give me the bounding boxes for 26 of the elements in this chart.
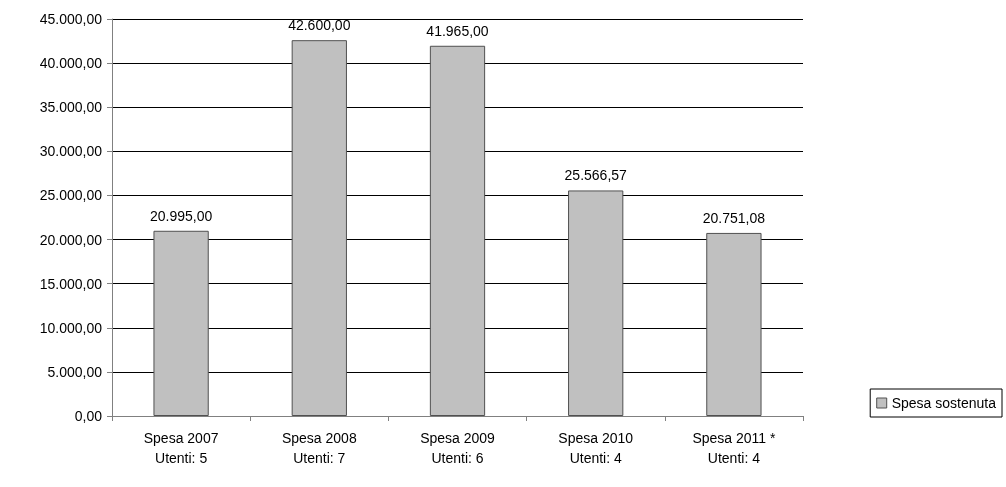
y-tick-label: 5.000,00	[47, 363, 103, 380]
y-tick-label: 10.000,00	[39, 319, 103, 336]
bar	[568, 190, 624, 416]
x-tick-label: Spesa 2011 * Utenti: 4	[692, 430, 776, 466]
x-tick-label: Spesa 2008 Utenti: 7	[281, 430, 357, 466]
data-label: 20.751,08	[702, 209, 766, 226]
bar	[706, 232, 762, 416]
y-tick-label: 25.000,00	[39, 187, 103, 204]
legend-label: Spesa sostenuta	[891, 395, 997, 411]
bar	[429, 45, 486, 416]
data-label: 25.566,57	[564, 167, 628, 184]
data-label: 20.995,00	[149, 207, 213, 224]
bar	[153, 230, 209, 416]
data-label: 42.600,00	[288, 17, 351, 34]
y-tick-label: 15.000,00	[39, 275, 103, 292]
x-tick-label: Spesa 2007 Utenti: 5	[143, 430, 219, 466]
data-label: 41.965,00	[426, 22, 489, 39]
x-tick-label: Spesa 2009 Utenti: 6	[420, 430, 496, 466]
y-tick-label: 30.000,00	[39, 143, 103, 160]
y-tick-label: 0,00	[74, 408, 103, 424]
y-tick-label: 45.000,00	[39, 11, 103, 27]
bar	[291, 40, 347, 416]
x-tick-label: Spesa 2010 Utenti: 4	[558, 430, 634, 466]
y-tick-label: 35.000,00	[39, 99, 103, 116]
y-tick-label: 20.000,00	[39, 231, 103, 248]
y-tick-label: 40.000,00	[39, 55, 103, 72]
